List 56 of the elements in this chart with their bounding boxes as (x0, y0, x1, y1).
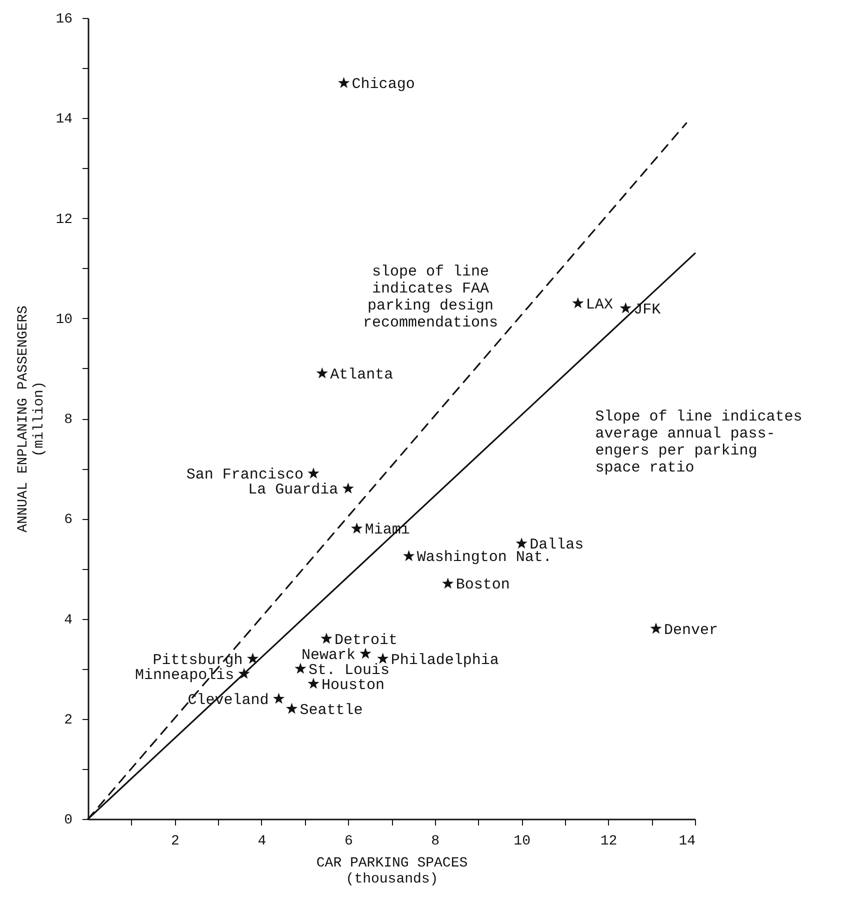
annotation: La Guardia (248, 482, 338, 499)
point (620, 302, 632, 314)
y-tick-label: 0 (64, 812, 72, 828)
point (403, 550, 415, 562)
point (650, 622, 662, 634)
y-tick-label: 14 (56, 112, 72, 128)
point (516, 538, 528, 549)
point (308, 678, 320, 689)
y-tick-label: 12 (56, 212, 72, 228)
annotation: Philadelphia (390, 652, 499, 669)
annotation: Detroit (334, 632, 398, 649)
annotation: JFK (634, 301, 661, 318)
y-tick-label: 10 (56, 312, 72, 328)
annotation: LAX (586, 296, 613, 314)
point (272, 692, 285, 704)
annotation: Denver (664, 622, 718, 639)
x-tick-label: 6 (344, 834, 353, 850)
y-axis-title: ANNUAL ENPLANING PASSENGERS (million) (16, 306, 48, 532)
annotation: Houston (321, 676, 384, 694)
annotation: Boston (456, 576, 510, 594)
point (246, 652, 259, 664)
y-tick-label: 6 (64, 512, 72, 528)
annotation: St. Louis (308, 662, 390, 679)
x-tick-label: 10 (514, 834, 530, 850)
x-tick-label: 2 (171, 834, 180, 850)
y-tick-label: 16 (56, 12, 72, 28)
annotation: Pittsburgh (152, 652, 243, 669)
x-tick-label: 14 (678, 834, 696, 850)
point (316, 367, 328, 378)
y-tick-label: 8 (64, 412, 72, 428)
x-tick-label: 8 (431, 834, 440, 850)
point (294, 662, 306, 674)
annotation: San Francisco (186, 466, 304, 484)
annotation: Atlanta (330, 366, 394, 384)
annotation: Newark (301, 646, 356, 664)
point (286, 702, 298, 714)
point (350, 522, 363, 534)
point (442, 578, 454, 589)
annotation: Minneapolis (135, 666, 234, 684)
x-tick-label: 4 (258, 834, 266, 850)
point (238, 668, 250, 679)
y-tick-label: 2 (64, 712, 72, 728)
annotation: Slope of line indicates average annual pass- engers per parking space ratio (595, 408, 802, 476)
x-tick-label: 12 (600, 834, 618, 850)
point (377, 652, 389, 664)
x-axis-title: CAR PARKING SPACES (thousands) (316, 856, 468, 888)
point (360, 648, 372, 659)
annotation: Seattle (300, 702, 363, 719)
point (338, 76, 350, 88)
point (572, 297, 584, 308)
y-tick-label: 4 (64, 612, 72, 628)
point (320, 632, 332, 644)
point (308, 467, 320, 479)
annotation: slope of line indicates FAA parking design recommendations (363, 263, 498, 332)
point (342, 482, 354, 494)
annotation: Chicago (352, 76, 415, 94)
